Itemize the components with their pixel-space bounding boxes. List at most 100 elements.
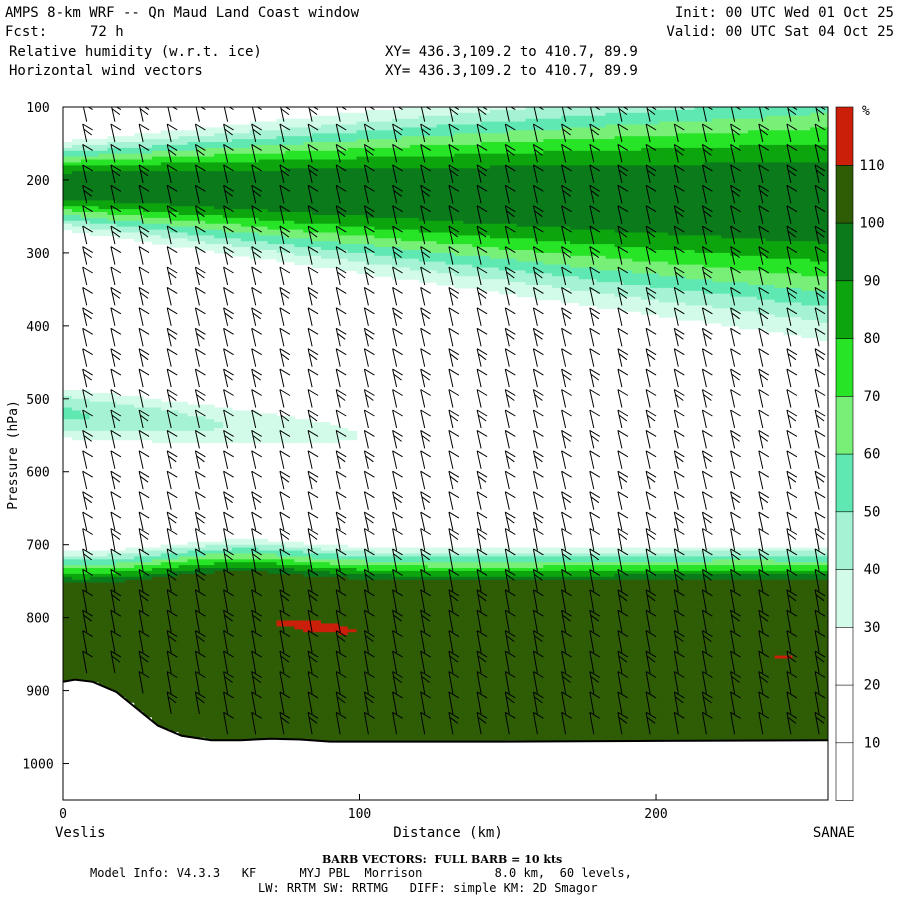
rh-cell [240, 139, 251, 143]
rh-cell [365, 553, 375, 557]
rh-cell [214, 728, 224, 732]
rh-cell [205, 206, 215, 210]
rh-cell [232, 638, 242, 642]
rh-cell [143, 611, 153, 616]
rh-cell [89, 597, 100, 601]
rh-cell [232, 188, 242, 193]
rh-cell [258, 250, 269, 254]
rh-cell [160, 623, 171, 627]
rh-cell [98, 579, 109, 584]
rh-cell [365, 147, 375, 152]
rh-cell [383, 608, 393, 613]
rh-cell [80, 428, 91, 432]
rh-cell [205, 220, 215, 225]
rh-cell [134, 556, 144, 560]
rh-cell [321, 649, 331, 654]
rh-cell [134, 573, 144, 578]
rh-cell [80, 632, 91, 636]
rh-cell [383, 273, 393, 277]
rh-cell [169, 416, 180, 420]
rh-cell [205, 702, 215, 706]
rh-cell [356, 142, 366, 146]
rh-cell [276, 139, 286, 143]
rh-cell [125, 177, 135, 181]
rh-cell [205, 641, 215, 645]
rh-cell [214, 133, 224, 137]
rh-cell [178, 220, 189, 225]
rh-cell [71, 646, 82, 651]
rh-cell [321, 235, 331, 239]
rh-cell [63, 188, 73, 193]
rh-cell [321, 171, 331, 175]
rh-cell [365, 191, 375, 196]
rh-cell [365, 229, 375, 234]
rh-cell [365, 139, 375, 143]
rh-cell [178, 641, 189, 645]
rh-cell [285, 684, 295, 689]
rh-cell [338, 713, 349, 718]
rh-cell [267, 705, 278, 709]
rh-cell [71, 203, 82, 207]
rh-cell [169, 215, 180, 219]
rh-cell [347, 174, 358, 178]
rh-cell [356, 728, 366, 732]
rh-cell [321, 570, 331, 575]
rh-cell [107, 626, 117, 630]
rh-cell [267, 722, 278, 727]
rh-cell [152, 422, 162, 426]
rh-cell [178, 556, 189, 560]
rh-cell [258, 638, 269, 642]
rh-cell [321, 179, 331, 184]
rh-cell [98, 553, 109, 557]
xy-range-1: XY= 436.3,109.2 to 410.7, 89.9 [385, 44, 638, 60]
rh-cell [196, 728, 206, 732]
rh-cell [143, 562, 153, 566]
rh-cell [205, 579, 215, 584]
rh-cell [152, 153, 162, 158]
rh-cell [312, 559, 322, 563]
rh-cell [267, 121, 278, 126]
rh-cell [312, 562, 322, 566]
rh-cell [303, 611, 313, 616]
rh-cell [63, 425, 73, 429]
rh-cell [321, 603, 331, 607]
rh-cell [125, 649, 135, 654]
rh-cell [240, 655, 251, 660]
rh-cell [294, 681, 304, 686]
rh-cell [276, 687, 286, 692]
rh-cell [329, 229, 340, 234]
rh-cell [187, 162, 197, 166]
rh-cell [285, 226, 295, 231]
rh-cell [267, 159, 278, 163]
rh-cell [98, 597, 109, 601]
rh-cell [312, 684, 322, 689]
rh-cell [312, 252, 322, 257]
rh-cell [356, 553, 366, 557]
rh-cell [365, 643, 375, 648]
rh-cell [356, 188, 366, 193]
rh-cell [125, 215, 135, 219]
rh-cell [294, 731, 304, 735]
rh-cell [365, 179, 375, 184]
rh-cell [329, 553, 340, 557]
rh-cell [401, 226, 411, 231]
rh-cell [249, 681, 260, 686]
rh-cell [374, 220, 384, 225]
rh-cell [205, 594, 215, 598]
rh-cell [329, 121, 340, 126]
rh-cell [98, 393, 109, 397]
rh-cell [285, 433, 295, 438]
rh-cell [338, 252, 349, 257]
rh-cell [160, 419, 171, 423]
rh-cell [160, 570, 171, 575]
rh-cell [107, 673, 117, 677]
rh-cell [98, 139, 109, 143]
rh-cell [89, 632, 100, 636]
rh-cell [312, 632, 322, 636]
rh-cell [338, 655, 349, 660]
rh-cell [303, 658, 313, 662]
rh-cell [80, 608, 91, 613]
rh-cell [312, 696, 322, 700]
rh-cell [285, 556, 295, 560]
